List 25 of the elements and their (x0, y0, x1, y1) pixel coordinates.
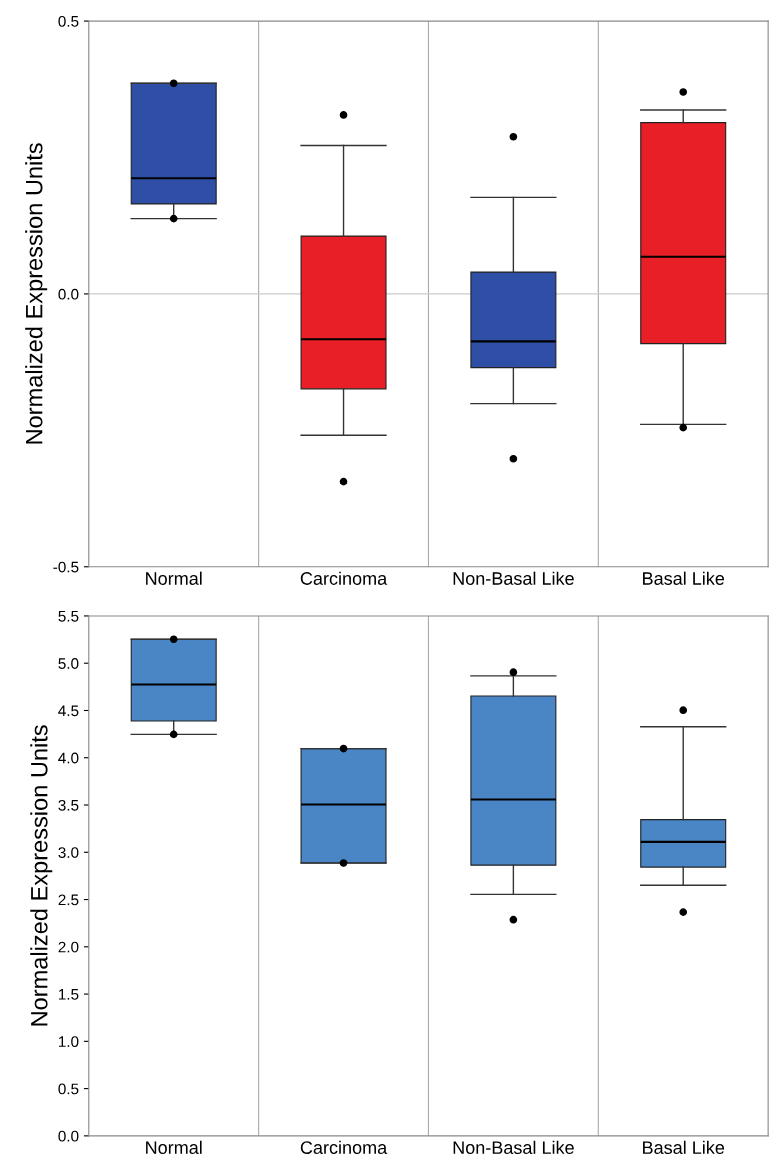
y-tick-label: 2.5 (58, 894, 79, 906)
x-tick-label: Normal (146, 571, 202, 585)
x-tick-label: Non-Basal Like (453, 571, 574, 585)
y-tick-label: 1.0 (58, 1036, 79, 1048)
y-tick-label: 3.5 (58, 799, 79, 811)
y-tick-label: 5.0 (58, 658, 79, 669)
y-tick-label: 4.0 (58, 752, 79, 764)
x-tick-label: Non-Basal Like (453, 1140, 574, 1154)
x-tick-label: Carcinoma (300, 571, 388, 585)
y-tick-label: 0.0 (58, 1130, 79, 1142)
x-tick-label: Carcinoma (300, 1140, 388, 1154)
y-tick-label: 3.0 (58, 847, 79, 858)
y-axis-title: Normalized Expression Units (25, 143, 48, 444)
x-tick-label: Basal Like (643, 571, 725, 585)
y-tick-label: 1.5 (58, 989, 79, 1000)
y-axis-title: Normalized Expression Units (30, 725, 53, 1026)
y-tick-label: 0.0 (58, 288, 79, 300)
y-tick-label: 5.5 (58, 610, 79, 622)
y-tick-label: 4.5 (58, 705, 79, 717)
y-tick-label: 2.0 (58, 941, 79, 953)
y-tick-label: -0.5 (53, 561, 79, 573)
x-tick-label: Normal (146, 1140, 202, 1154)
x-tick-label: Basal Like (643, 1140, 725, 1154)
y-tick-label: 0.5 (58, 15, 79, 27)
y-tick-label: 0.5 (58, 1083, 79, 1095)
